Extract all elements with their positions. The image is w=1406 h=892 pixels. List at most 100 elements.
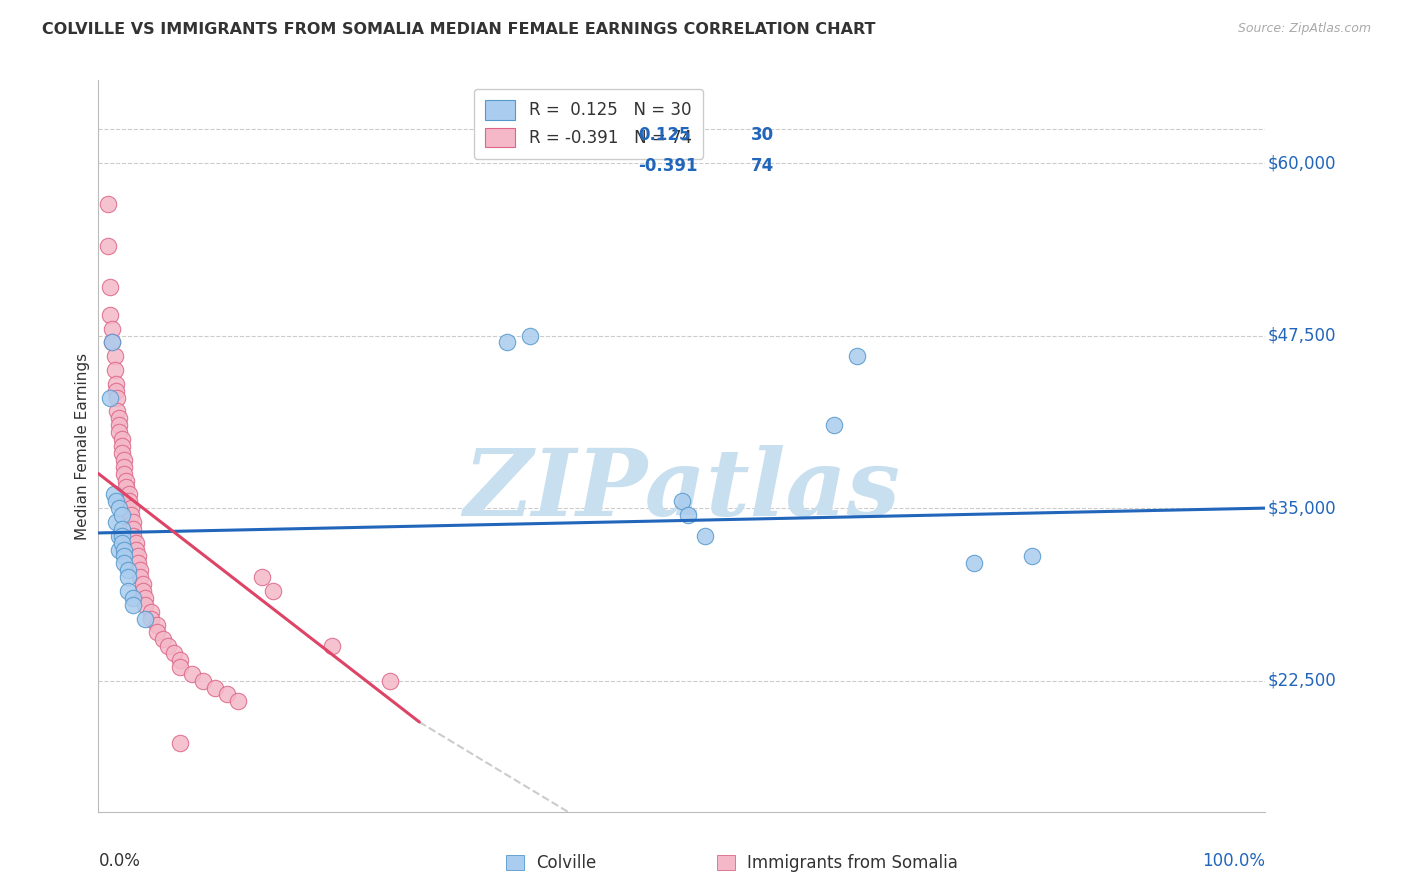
Point bbox=[111, 446, 134, 460]
Point bbox=[129, 563, 152, 577]
Point bbox=[228, 694, 250, 708]
Point bbox=[115, 474, 138, 488]
Point bbox=[695, 529, 717, 543]
Point bbox=[134, 591, 156, 605]
Point bbox=[193, 673, 215, 688]
Point bbox=[122, 598, 145, 612]
Point bbox=[111, 529, 134, 543]
Text: COLVILLE VS IMMIGRANTS FROM SOMALIA MEDIAN FEMALE EARNINGS CORRELATION CHART: COLVILLE VS IMMIGRANTS FROM SOMALIA MEDI… bbox=[42, 22, 876, 37]
Point bbox=[112, 557, 135, 571]
Text: -0.391: -0.391 bbox=[638, 157, 697, 175]
Point bbox=[112, 467, 135, 481]
Point bbox=[104, 363, 127, 377]
Text: 100.0%: 100.0% bbox=[1202, 852, 1265, 870]
Point bbox=[108, 542, 131, 557]
Point bbox=[108, 425, 131, 440]
Point bbox=[157, 639, 180, 653]
Point bbox=[122, 591, 145, 605]
Point bbox=[146, 625, 169, 640]
Point bbox=[98, 308, 121, 322]
Point bbox=[104, 376, 127, 391]
Point bbox=[105, 391, 128, 405]
Point bbox=[120, 501, 142, 516]
Point bbox=[163, 646, 186, 660]
Text: Immigrants from Somalia: Immigrants from Somalia bbox=[747, 854, 957, 871]
Point bbox=[108, 529, 131, 543]
Point bbox=[117, 570, 139, 584]
Point bbox=[139, 605, 162, 619]
Point bbox=[118, 487, 141, 501]
Y-axis label: Median Female Earnings: Median Female Earnings bbox=[75, 352, 90, 540]
Text: $47,500: $47,500 bbox=[1268, 326, 1336, 344]
Point bbox=[169, 653, 191, 667]
Point bbox=[112, 452, 135, 467]
Point bbox=[104, 384, 127, 398]
Point bbox=[112, 549, 135, 564]
Point bbox=[125, 542, 148, 557]
Point bbox=[101, 335, 124, 350]
Point bbox=[204, 681, 226, 695]
Point bbox=[250, 570, 273, 584]
Point bbox=[823, 418, 845, 433]
Point bbox=[180, 666, 202, 681]
Point bbox=[111, 439, 134, 453]
Point bbox=[215, 687, 238, 701]
Point bbox=[262, 583, 284, 598]
Text: Source: ZipAtlas.com: Source: ZipAtlas.com bbox=[1237, 22, 1371, 36]
Point bbox=[146, 618, 169, 632]
Text: $22,500: $22,500 bbox=[1268, 672, 1337, 690]
Point bbox=[134, 598, 156, 612]
Point bbox=[111, 535, 134, 549]
Point bbox=[101, 335, 124, 350]
Point bbox=[134, 611, 156, 625]
Legend: R =  0.125   N = 30, R = -0.391   N = 74: R = 0.125 N = 30, R = -0.391 N = 74 bbox=[474, 88, 703, 159]
Point bbox=[846, 349, 869, 363]
Point bbox=[98, 391, 121, 405]
Point bbox=[111, 432, 134, 446]
Point bbox=[169, 660, 191, 674]
Text: 74: 74 bbox=[751, 157, 773, 175]
Point bbox=[117, 583, 139, 598]
Text: 0.125: 0.125 bbox=[638, 126, 690, 144]
Point bbox=[132, 577, 155, 591]
Point bbox=[97, 239, 120, 253]
Point bbox=[122, 529, 145, 543]
Point bbox=[98, 280, 121, 294]
Point bbox=[127, 549, 149, 564]
Point bbox=[676, 508, 699, 522]
Point bbox=[101, 321, 124, 335]
Point bbox=[671, 494, 693, 508]
Point bbox=[104, 349, 127, 363]
Point bbox=[104, 515, 127, 529]
Point bbox=[122, 522, 145, 536]
Point bbox=[112, 459, 135, 474]
Point bbox=[105, 404, 128, 418]
Text: ZIPatlas: ZIPatlas bbox=[464, 445, 900, 535]
Point bbox=[115, 480, 138, 494]
Point bbox=[152, 632, 174, 647]
Text: $60,000: $60,000 bbox=[1268, 154, 1336, 172]
Point bbox=[111, 522, 134, 536]
Text: $35,000: $35,000 bbox=[1268, 500, 1336, 517]
Point bbox=[122, 515, 145, 529]
Point bbox=[1021, 549, 1043, 564]
Point bbox=[111, 508, 134, 522]
Point bbox=[104, 494, 127, 508]
Point bbox=[127, 557, 149, 571]
Point bbox=[117, 563, 139, 577]
Text: 30: 30 bbox=[751, 126, 773, 144]
Point bbox=[962, 557, 984, 571]
Point bbox=[108, 418, 131, 433]
Point bbox=[112, 542, 135, 557]
Point bbox=[125, 535, 148, 549]
Point bbox=[103, 487, 125, 501]
Point bbox=[108, 501, 131, 516]
Point bbox=[139, 611, 162, 625]
Point bbox=[496, 335, 519, 350]
Point bbox=[97, 197, 120, 211]
Text: Colville: Colville bbox=[536, 854, 596, 871]
Point bbox=[169, 736, 191, 750]
Point bbox=[108, 411, 131, 425]
Point bbox=[129, 570, 152, 584]
Point bbox=[118, 494, 141, 508]
